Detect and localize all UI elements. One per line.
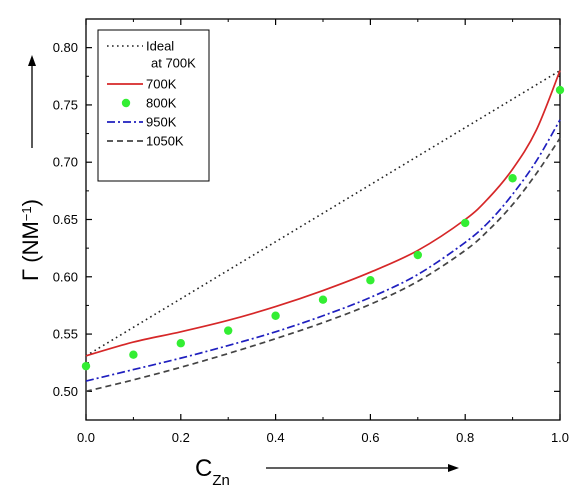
series-4-line — [85, 137, 561, 393]
y-tick-label: 0.75 — [53, 97, 78, 112]
legend-label-2: 800K — [146, 96, 177, 111]
x-tick-label: 1.0 — [551, 430, 569, 445]
x-axis-label: CZn — [195, 455, 230, 489]
series-2-point — [129, 350, 138, 359]
y-axis-label-group: Γ (NM−1) — [18, 199, 43, 281]
series-2-point — [366, 276, 375, 285]
legend-marker-2 — [121, 98, 131, 108]
x-tick-label: 0.2 — [172, 430, 190, 445]
y-tick-label: 0.80 — [53, 40, 78, 55]
y-tick-label: 0.70 — [53, 155, 78, 170]
x-tick-label: 0.6 — [361, 430, 379, 445]
series-2-point — [81, 361, 91, 371]
series-layer — [81, 69, 565, 393]
x-tick-label: 0.0 — [77, 430, 95, 445]
series-2-point — [318, 295, 328, 304]
y-axis-label: Γ (NM−1) — [18, 199, 43, 281]
x-tick-label: 0.8 — [456, 430, 474, 445]
series-1-line — [85, 70, 561, 357]
y-axis-label-suffix: ) — [18, 199, 43, 206]
x-axis-label-main: C — [195, 455, 212, 482]
ticks-layer: 0.0 0.2 0.4 0.6 0.8 1.0 0.50 0.55 0.60 0.65 0.70 0.… — [53, 18, 569, 445]
legend-label-1: 700K — [146, 77, 177, 92]
y-tick-label: 0.55 — [53, 327, 78, 342]
legend-box — [97, 29, 210, 182]
x-tick-label: 0.4 — [267, 430, 285, 445]
y-tick-label: 0.60 — [53, 269, 78, 284]
x-axis-arrowhead — [448, 464, 459, 472]
legend-label-0: at 700K — [151, 56, 196, 71]
legend: Ideal at 700K 700K 800K 950K 1050K — [97, 29, 210, 182]
legend-label-4: 1050K — [146, 134, 184, 149]
y-tick-label: 0.50 — [53, 384, 78, 399]
series-2-point — [413, 250, 422, 260]
y-axis-arrowhead — [28, 55, 36, 66]
legend-label-3: 950K — [146, 115, 177, 130]
series-2-point — [508, 174, 517, 183]
series-2-point — [555, 85, 565, 95]
series-2-point — [176, 339, 185, 348]
series-2-point — [224, 326, 233, 335]
y-axis-label-sup: −1 — [19, 206, 34, 221]
y-axis-label-main: Γ (NM — [18, 221, 43, 281]
series-2-point — [271, 311, 280, 320]
series-2-point — [461, 218, 470, 228]
y-tick-label: 0.65 — [53, 212, 78, 227]
x-axis-label-sub: Zn — [212, 472, 230, 489]
series-3-line — [85, 119, 561, 382]
legend-label-0: Ideal — [146, 39, 174, 54]
